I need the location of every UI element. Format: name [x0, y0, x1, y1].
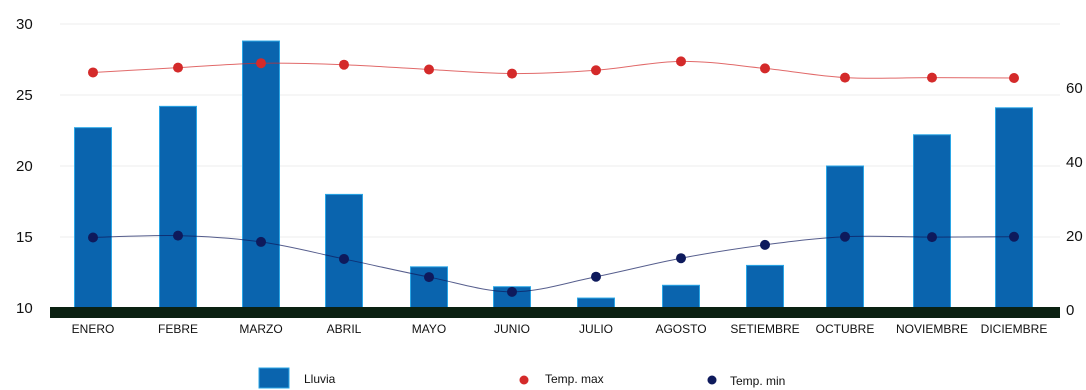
temp-max-point-julio — [591, 65, 601, 76]
x-tick-label-marzo: MARZO — [239, 322, 282, 336]
y-left-tick-label: 15 — [16, 229, 33, 246]
temp-max-point-febre — [173, 62, 183, 73]
bar-enero — [74, 127, 112, 309]
y-left-tick-label: 10 — [16, 300, 33, 317]
x-tick-label-agosto: AGOSTO — [655, 322, 706, 336]
temp-min-series — [88, 230, 1019, 297]
x-tick-label-febre: FEBRE — [158, 322, 198, 336]
temp-max-point-setiembre — [760, 63, 770, 74]
temp-max-point-marzo — [256, 58, 266, 69]
temp-max-point-abril — [339, 59, 349, 70]
temp-max-point-agosto — [676, 56, 686, 67]
legend-label-temp-min: Temp. min — [730, 374, 785, 388]
y-right-tick-label: 60 — [1066, 80, 1083, 97]
y-left-tick-label: 30 — [16, 16, 33, 33]
legend: Lluvia Temp. max Temp. min — [258, 367, 785, 389]
temp-min-point-febre — [173, 230, 183, 241]
x-axis-ticks: ENERO FEBRE MARZO ABRIL MAYO JUNIO JULIO AGOSTO… — [72, 322, 1048, 336]
temp-max-point-enero — [88, 67, 98, 78]
x-tick-label-enero: ENERO — [72, 322, 115, 336]
legend-swatch-lluvia — [258, 367, 290, 389]
legend-marker-temp-min — [707, 375, 717, 385]
temp-max-series — [88, 56, 1019, 84]
bar-noviembre — [913, 134, 951, 309]
x-tick-label-setiembre: SETIEMBRE — [730, 322, 799, 336]
x-tick-label-diciembre: DICIEMBRE — [981, 322, 1048, 336]
y-axis-left-ticks: 10 15 20 25 30 — [16, 16, 33, 317]
x-tick-label-octubre: OCTUBRE — [816, 322, 875, 336]
temp-min-line — [92, 234, 1015, 293]
temp-min-point-agosto — [676, 253, 686, 264]
gridlines — [60, 23, 1060, 238]
temp-max-point-noviembre — [927, 72, 937, 83]
temp-max-point-junio — [507, 68, 517, 79]
temp-min-point-setiembre — [760, 239, 770, 250]
x-tick-label-noviembre: NOVIEMBRE — [896, 322, 968, 336]
y-left-tick-label: 20 — [16, 158, 33, 175]
temp-min-point-diciembre — [1009, 231, 1019, 242]
temp-min-point-abril — [339, 253, 349, 264]
temp-min-point-marzo — [256, 236, 266, 247]
x-tick-label-junio: JUNIO — [494, 322, 530, 336]
y-left-tick-label: 25 — [16, 87, 33, 104]
y-right-tick-label: 0 — [1066, 302, 1074, 319]
legend-marker-temp-max — [519, 375, 529, 385]
legend-label-lluvia: Lluvia — [304, 372, 336, 386]
temp-min-point-enero — [88, 232, 98, 243]
y-axis-right-ticks: 0 20 40 60 — [1066, 80, 1083, 319]
x-tick-label-abril: ABRIL — [327, 322, 362, 336]
bar-febre — [159, 105, 197, 309]
legend-label-temp-max: Temp. max — [545, 372, 604, 386]
x-tick-label-mayo: MAYO — [412, 322, 446, 336]
temp-min-point-octubre — [840, 231, 850, 242]
temp-min-point-mayo — [424, 272, 434, 283]
x-tick-label-julio: JULIO — [579, 322, 613, 336]
y-right-tick-label: 20 — [1066, 228, 1083, 245]
temp-max-point-diciembre — [1009, 73, 1019, 84]
bar-setiembre — [746, 264, 784, 309]
bar-diciembre — [995, 107, 1033, 309]
bar-abril — [325, 193, 363, 309]
temp-max-point-octubre — [840, 72, 850, 83]
bar-agosto — [662, 284, 700, 309]
x-axis-baseline — [50, 307, 1060, 318]
temp-min-point-junio — [507, 286, 517, 297]
temp-max-line — [92, 60, 1015, 79]
temp-min-point-noviembre — [927, 232, 937, 243]
bar-marzo — [242, 40, 280, 309]
temp-min-point-julio — [591, 271, 601, 282]
y-right-tick-label: 40 — [1066, 154, 1083, 171]
temp-max-point-mayo — [424, 64, 434, 75]
bar-julio — [577, 297, 615, 309]
bars — [74, 40, 1033, 309]
